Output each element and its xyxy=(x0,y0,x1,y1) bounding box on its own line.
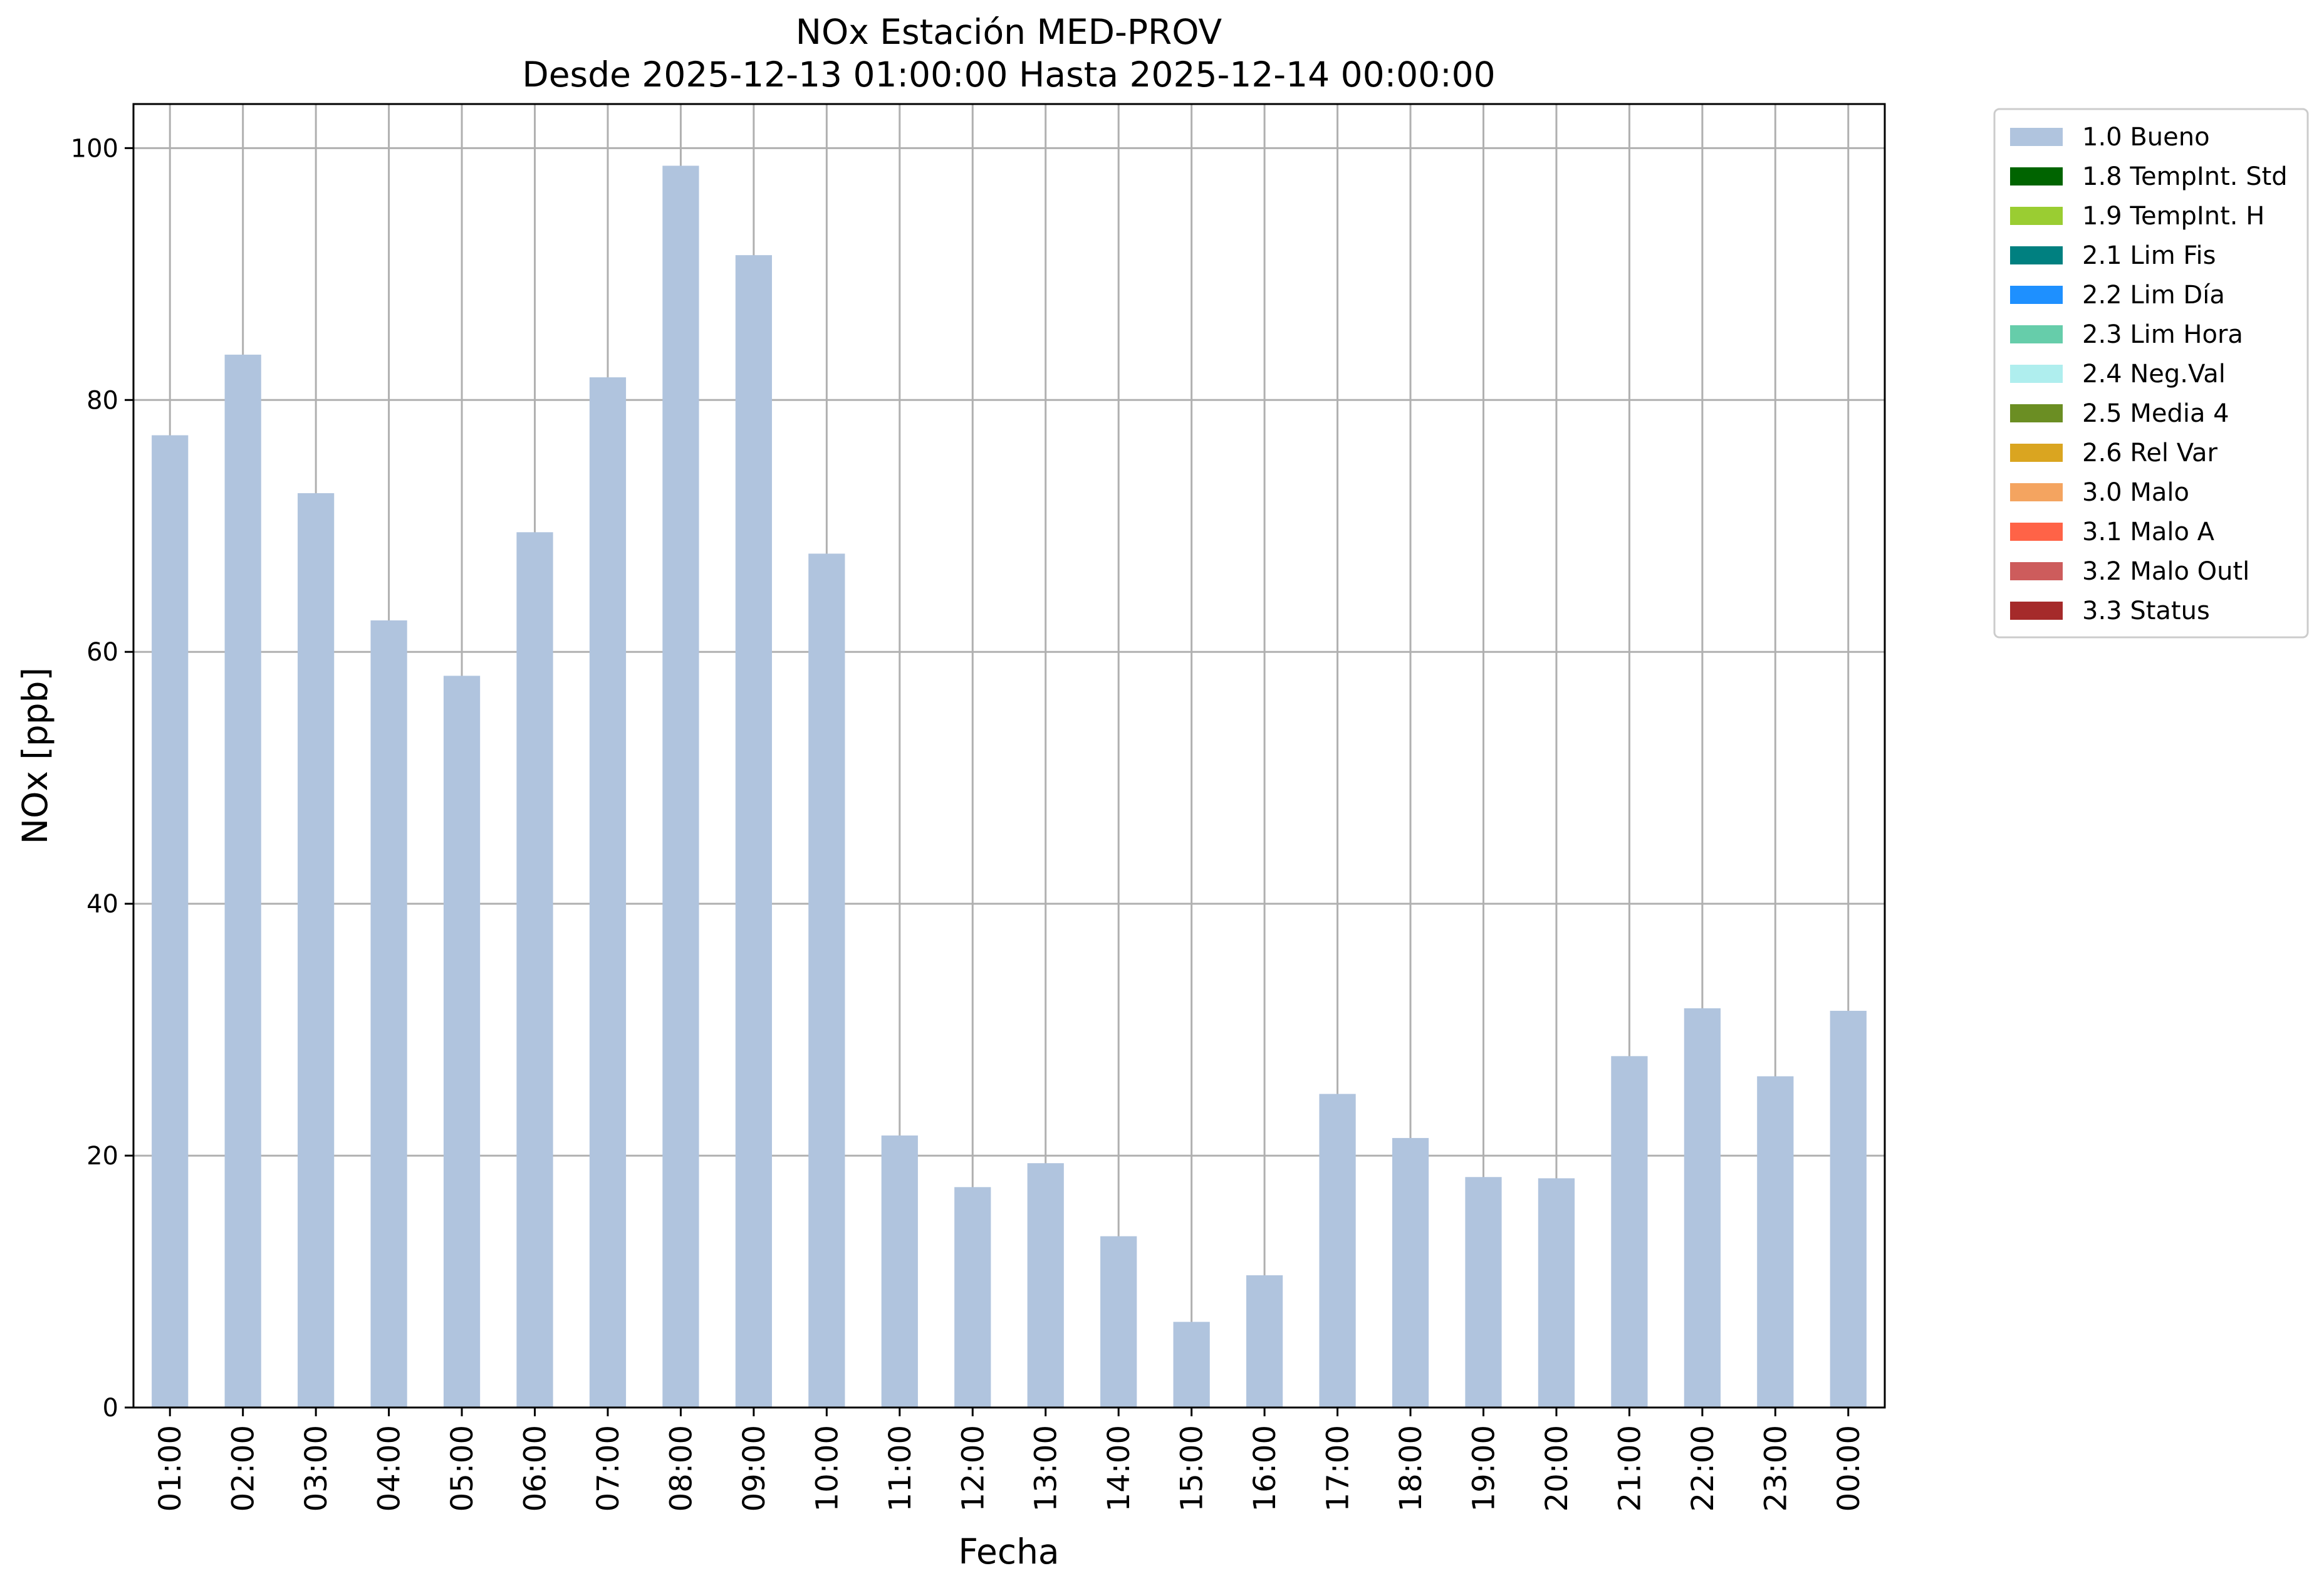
bar-2000 xyxy=(1538,1178,1575,1408)
chart-title: NOx Estación MED-PROV xyxy=(796,12,1222,52)
legend-swatch xyxy=(2010,167,2063,185)
x-tick-label: 01:00 xyxy=(153,1425,188,1512)
x-tick-label: 11:00 xyxy=(883,1425,918,1512)
x-tick-label: 12:00 xyxy=(956,1425,991,1512)
legend-label: 2.2 Lim Día xyxy=(2082,281,2225,310)
x-tick-label: 22:00 xyxy=(1686,1425,1721,1512)
bar-1100 xyxy=(881,1135,918,1408)
bar-0700 xyxy=(589,377,627,1408)
x-axis-ticks: 01:00 02:00 03:00 04:00 05:00 06:00 07:00 08:00… xyxy=(153,1408,1867,1512)
legend-label: 3.2 Malo Outl xyxy=(2082,557,2249,586)
bar-0600 xyxy=(516,532,553,1408)
legend-label: 2.6 Rel Var xyxy=(2082,439,2218,468)
legend-swatch xyxy=(2010,444,2063,462)
y-tick-label: 80 xyxy=(86,386,118,415)
bars xyxy=(152,165,1867,1408)
legend-swatch xyxy=(2010,404,2063,422)
bar-0400 xyxy=(370,620,407,1408)
legend-label: 1.0 Bueno xyxy=(2082,123,2210,152)
legend-label: 2.4 Neg.Val xyxy=(2082,360,2226,389)
y-tick-label: 20 xyxy=(86,1142,118,1171)
bar-0100 xyxy=(152,435,189,1408)
x-tick-label: 06:00 xyxy=(518,1425,553,1512)
legend-swatch xyxy=(2010,207,2063,225)
bar-1300 xyxy=(1027,1163,1064,1408)
legend-frame xyxy=(1993,108,2309,639)
chart-subtitle: Desde 2025-12-13 01:00:00 Hasta 2025-12-… xyxy=(522,55,1495,95)
plot-frame xyxy=(132,103,1886,1409)
x-tick-label: 09:00 xyxy=(737,1425,772,1512)
legend: 1.0 Bueno 1.8 TempInt. Std 1.9 TempInt. H 2… xyxy=(1993,108,2309,639)
legend-label: 1.9 TempInt. H xyxy=(2082,202,2264,231)
bar-0000 xyxy=(1830,1010,1867,1408)
x-tick-label: 15:00 xyxy=(1175,1425,1210,1512)
legend-label: 2.1 Lim Fis xyxy=(2082,241,2216,270)
bar-1700 xyxy=(1319,1094,1356,1408)
legend-swatch xyxy=(2010,128,2063,146)
legend-label: 2.3 Lim Hora xyxy=(2082,320,2243,349)
bar-0500 xyxy=(443,676,481,1408)
y-axis-ticks: 0 20 40 60 80 100 xyxy=(71,134,133,1423)
bar-0200 xyxy=(224,354,261,1408)
bar-1800 xyxy=(1392,1137,1429,1408)
legend-label: 1.8 TempInt. Std xyxy=(2082,162,2288,191)
x-tick-label: 05:00 xyxy=(445,1425,480,1512)
legend-swatch xyxy=(2010,562,2063,580)
x-tick-label: 21:00 xyxy=(1612,1425,1647,1512)
legend-label: 3.3 Status xyxy=(2082,597,2210,625)
legend-swatch xyxy=(2010,246,2063,264)
bar-0800 xyxy=(662,165,699,1408)
x-tick-label: 08:00 xyxy=(664,1425,699,1512)
bar-1400 xyxy=(1100,1236,1137,1408)
x-tick-label: 04:00 xyxy=(372,1425,407,1512)
x-tick-label: 18:00 xyxy=(1394,1425,1429,1512)
legend-swatch xyxy=(2010,325,2063,343)
x-tick-label: 19:00 xyxy=(1466,1425,1501,1512)
y-tick-label: 0 xyxy=(103,1394,118,1423)
bar-2300 xyxy=(1757,1076,1794,1408)
bar-1500 xyxy=(1173,1322,1210,1408)
x-tick-label: 14:00 xyxy=(1102,1425,1137,1512)
legend-swatch xyxy=(2010,523,2063,541)
bar-1900 xyxy=(1465,1177,1502,1408)
bar-1200 xyxy=(954,1187,991,1408)
bar-2200 xyxy=(1684,1008,1721,1408)
x-tick-label: 02:00 xyxy=(226,1425,261,1512)
legend-swatch xyxy=(2010,602,2063,620)
x-tick-label: 00:00 xyxy=(1832,1425,1867,1512)
x-tick-label: 03:00 xyxy=(299,1425,334,1512)
legend-swatch xyxy=(2010,365,2063,383)
y-axis-label: NOx [ppb] xyxy=(15,667,55,844)
x-tick-label: 16:00 xyxy=(1248,1425,1283,1512)
bar-2100 xyxy=(1611,1056,1648,1408)
x-tick-label: 23:00 xyxy=(1758,1425,1793,1512)
x-tick-label: 10:00 xyxy=(810,1425,845,1512)
x-tick-label: 20:00 xyxy=(1540,1425,1575,1512)
bar-0300 xyxy=(298,493,335,1408)
legend-label: 2.5 Media 4 xyxy=(2082,399,2229,428)
x-tick-label: 07:00 xyxy=(591,1425,626,1512)
bar-1000 xyxy=(808,553,845,1408)
x-tick-label: 17:00 xyxy=(1321,1425,1356,1512)
legend-label: 3.1 Malo A xyxy=(2082,518,2215,546)
legend-swatch xyxy=(2010,286,2063,304)
legend-swatch xyxy=(2010,483,2063,501)
bar-1600 xyxy=(1246,1275,1283,1408)
y-tick-label: 60 xyxy=(86,638,118,667)
legend-label: 3.0 Malo xyxy=(2082,478,2189,507)
bar-0900 xyxy=(735,255,773,1408)
x-axis-label: Fecha xyxy=(958,1532,1059,1572)
x-tick-label: 13:00 xyxy=(1029,1425,1064,1512)
y-tick-label: 40 xyxy=(86,890,118,919)
y-tick-label: 100 xyxy=(71,134,118,163)
